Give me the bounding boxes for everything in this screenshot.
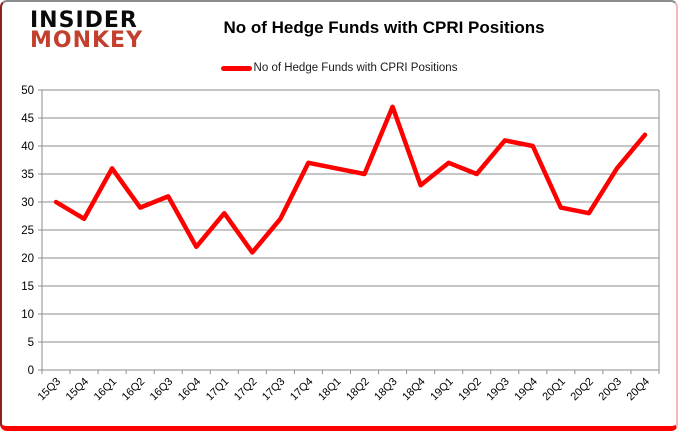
x-axis-label: 19Q3 <box>484 376 512 404</box>
chart-canvas: 0 5 10 15 20 25 30 35 40 45 50 15Q3 15Q4 16Q1 16Q2 16Q3… <box>21 85 660 404</box>
x-axis-label: 15Q4 <box>64 376 92 404</box>
y-axis-label: 40 <box>21 141 34 153</box>
y-axis-label: 0 <box>28 365 34 377</box>
x-axis-label: 20Q3 <box>597 376 625 404</box>
x-axis-label: 18Q3 <box>372 376 400 404</box>
x-axis-label: 20Q2 <box>568 376 596 404</box>
logo-text-monkey: MONKEY <box>30 28 144 54</box>
y-axis-label: 5 <box>28 337 34 349</box>
y-axis-label: 10 <box>21 309 34 321</box>
chart-header: INSIDER MONKEY No of Hedge Funds with CP… <box>2 2 676 58</box>
x-axis-label: 19Q1 <box>428 376 456 404</box>
chart-title: No of Hedge Funds with CPRI Positions <box>223 18 545 37</box>
x-axis-label: 16Q1 <box>92 376 120 404</box>
legend-line-marker <box>220 65 252 71</box>
x-axis-label: 16Q4 <box>176 376 204 404</box>
x-axis-label: 18Q1 <box>316 376 344 404</box>
x-axis-label: 18Q2 <box>344 376 372 404</box>
chart-legend: No of Hedge Funds with CPRI Positions <box>2 60 676 76</box>
x-axis-label: 20Q4 <box>625 376 653 404</box>
insider-monkey-logo: INSIDER MONKEY <box>30 8 144 54</box>
data-line <box>53 104 648 255</box>
y-axis-label: 25 <box>21 225 34 237</box>
x-axis-label: 18Q4 <box>400 376 428 404</box>
y-axis-label: 20 <box>21 253 34 265</box>
y-axis-label: 45 <box>21 113 34 125</box>
x-axis-label: 20Q1 <box>540 376 568 404</box>
x-axis-label: 16Q2 <box>120 376 148 404</box>
x-axis-label: 17Q1 <box>204 376 232 404</box>
x-axis-label: 19Q4 <box>512 376 540 404</box>
x-axis-label: 15Q3 <box>36 376 64 404</box>
x-axis-label: 17Q2 <box>232 376 260 404</box>
x-axis-label: 19Q2 <box>456 376 484 404</box>
logo-text-insider: INSIDER <box>30 8 138 33</box>
x-axis-label: 17Q4 <box>288 376 316 404</box>
y-axis-label: 15 <box>21 281 34 293</box>
legend-label: No of Hedge Funds with CPRI Positions <box>253 62 458 74</box>
y-axis-label: 30 <box>21 197 34 209</box>
x-axis-label: 17Q3 <box>260 376 288 404</box>
x-axis-label: 16Q3 <box>148 376 176 404</box>
y-axis-label: 50 <box>21 85 34 97</box>
y-axis-label: 35 <box>21 169 34 181</box>
